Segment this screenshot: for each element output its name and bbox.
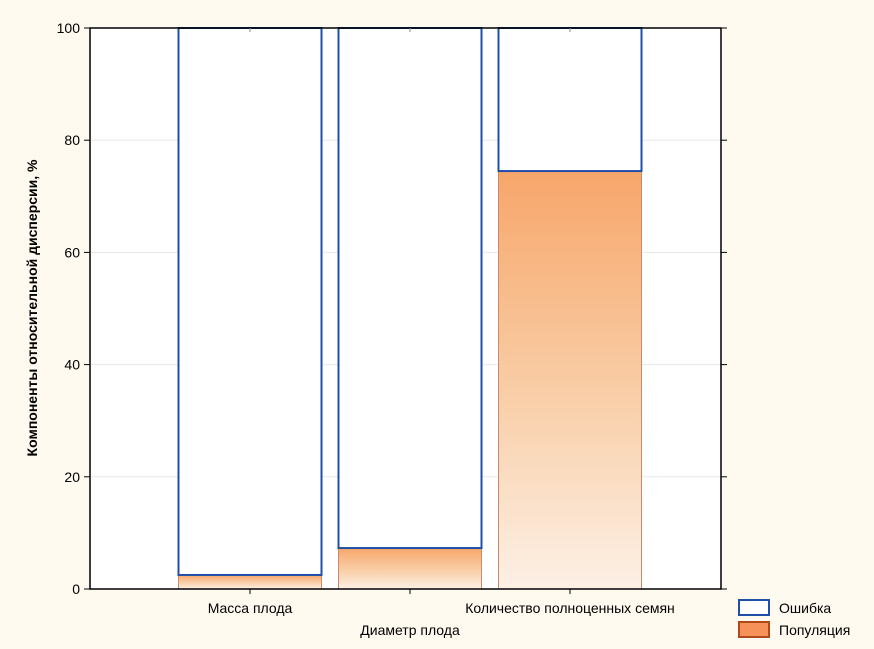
- bar-populyatsiya-1: [338, 547, 482, 590]
- bar-populyatsiya-2: [498, 170, 642, 590]
- x-category-label: Масса плода: [208, 600, 293, 616]
- plot-frame: [89, 27, 722, 590]
- y-tick-label: 100: [57, 20, 81, 36]
- legend: Ошибка Популяция: [738, 599, 850, 638]
- y-tick-label: 20: [64, 469, 80, 485]
- bar-oshibka-1: [337, 27, 483, 550]
- y-tick-label: 60: [64, 244, 80, 260]
- y-axis-title: Компоненты относительной дисперсии, %: [24, 159, 40, 456]
- legend-label: Популяция: [779, 622, 850, 638]
- y-tick-label: 80: [64, 132, 80, 148]
- bar-populyatsiya-0: [178, 574, 322, 590]
- y-axis: 0 20 40 60 80 100: [57, 20, 727, 597]
- bar-oshibka-0: [177, 27, 323, 576]
- x-axis: Масса плода Диаметр плода Количество полно…: [208, 28, 675, 638]
- bars: [177, 27, 643, 590]
- y-tick-label: 0: [72, 581, 80, 597]
- x-category-label: Диаметр плода: [360, 622, 460, 638]
- x-category-label: Количество полноценных семян: [465, 600, 675, 616]
- bar-oshibka-2: [497, 27, 643, 173]
- legend-label: Ошибка: [779, 600, 831, 616]
- legend-swatch: [738, 599, 770, 616]
- y-tick-label: 40: [64, 357, 80, 373]
- legend-swatch: [738, 621, 770, 638]
